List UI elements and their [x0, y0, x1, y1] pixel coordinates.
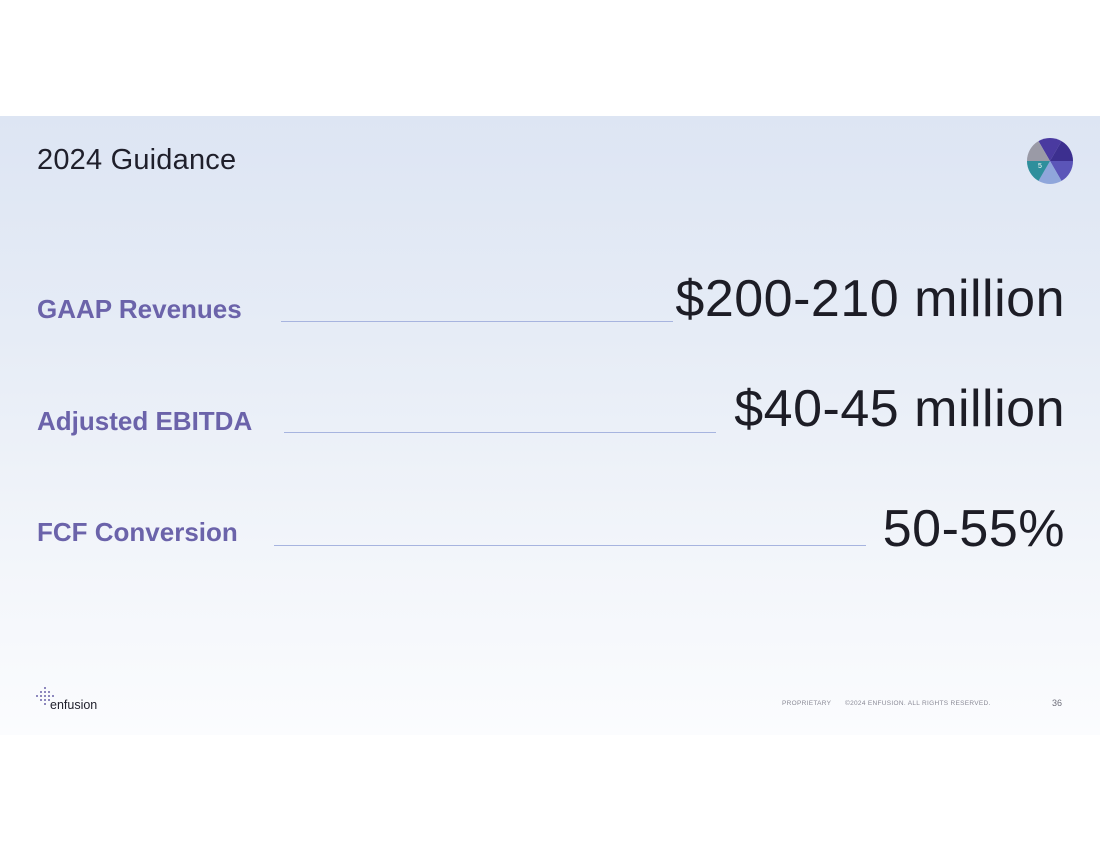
gaap-revenues-label: GAAP Revenues [37, 294, 242, 324]
adjusted-ebitda-value: $40-45 million [734, 380, 1065, 438]
enfusion-dots-logo-icon [36, 687, 54, 705]
page-number: 36 [1052, 698, 1063, 708]
adjusted-ebitda-label: Adjusted EBITDA [37, 406, 253, 436]
enfusion-logo: enfusion [36, 687, 117, 714]
logo-text: enfusion [50, 698, 98, 712]
gaap-revenues-rule [281, 321, 673, 322]
copyright-notice: ©2024 ENFUSION. ALL RIGHTS RESERVED. [845, 700, 991, 707]
fcf-conversion-label: FCF Conversion [37, 517, 238, 547]
slide-title: 2024 Guidance [37, 144, 237, 176]
fcf-conversion-value: 50-55% [882, 500, 1065, 558]
slide: 2024 Guidance 5 GAAP Revenues $200-210 m… [0, 116, 1100, 735]
fcf-conversion-rule [274, 545, 866, 546]
gaap-revenues-value: $200-210 million [675, 270, 1065, 328]
adjusted-ebitda-rule [284, 432, 716, 433]
proprietary-label: PROPRIETARY [782, 700, 832, 707]
badge-number: 5 [1038, 163, 1042, 170]
pie-segments-badge-icon: 5 [1027, 138, 1073, 184]
